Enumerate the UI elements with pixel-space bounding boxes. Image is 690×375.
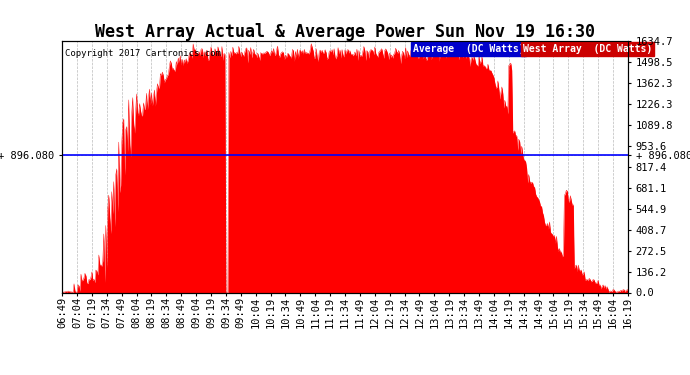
Title: West Array Actual & Average Power Sun Nov 19 16:30: West Array Actual & Average Power Sun No… bbox=[95, 23, 595, 41]
Text: West Array  (DC Watts): West Array (DC Watts) bbox=[523, 44, 653, 54]
Text: Copyright 2017 Cartronics.com: Copyright 2017 Cartronics.com bbox=[65, 49, 221, 58]
Text: Average  (DC Watts): Average (DC Watts) bbox=[413, 44, 524, 54]
